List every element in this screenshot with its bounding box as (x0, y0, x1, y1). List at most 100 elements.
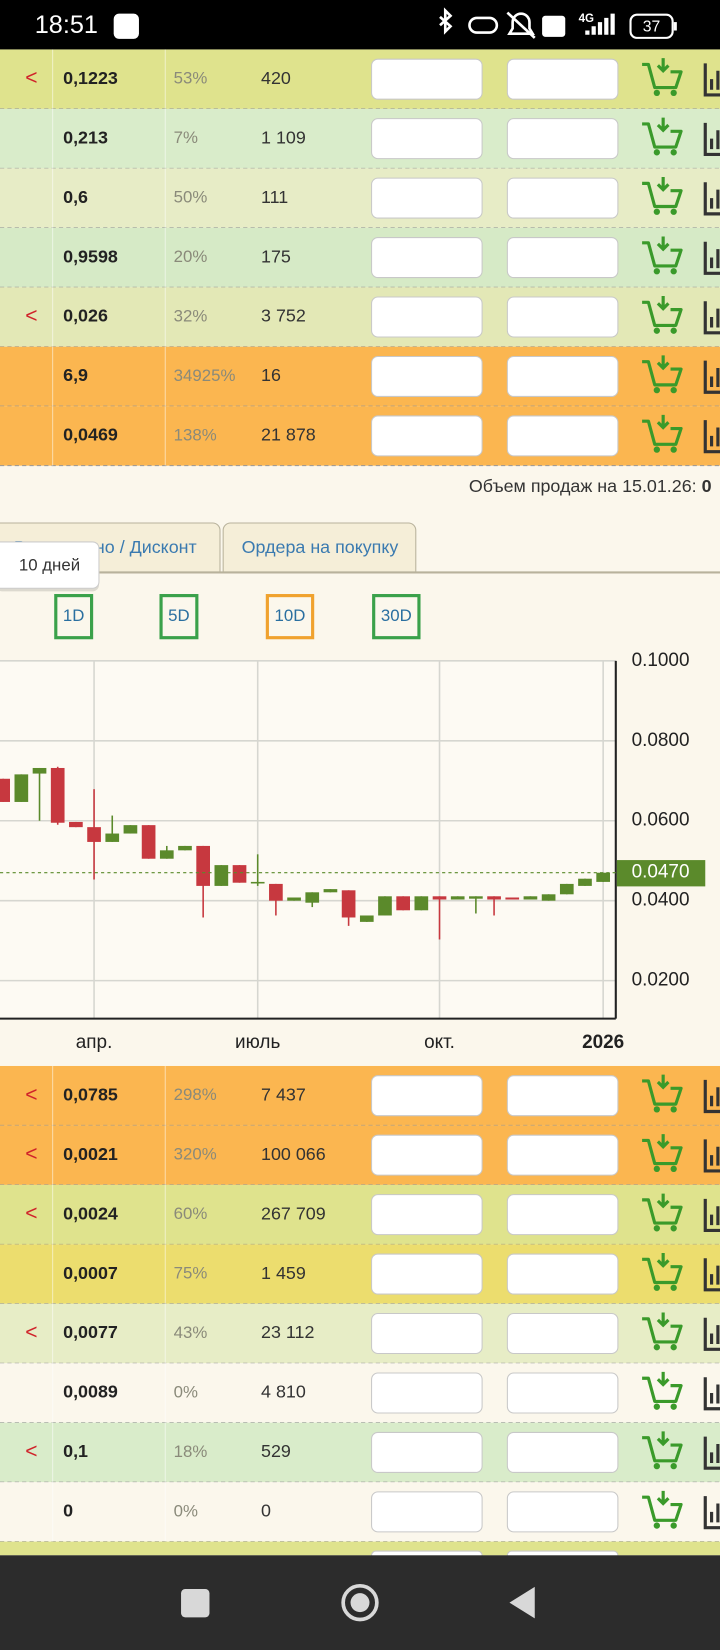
sales-note: Объем продаж на 15.01.26: 0 (469, 476, 712, 496)
y-tick-label: 0.0600 (632, 810, 690, 831)
input-box[interactable] (371, 237, 483, 279)
chart-icon[interactable] (703, 360, 720, 394)
volume: 1 109 (261, 127, 306, 147)
input-box[interactable] (506, 1075, 619, 1117)
chart-icon[interactable] (703, 1258, 720, 1292)
input-box[interactable] (506, 355, 619, 397)
cart-wheel (653, 1344, 660, 1351)
input-box[interactable] (506, 1372, 619, 1414)
chart-icon[interactable] (703, 1496, 720, 1530)
input-box[interactable] (506, 1134, 619, 1176)
price: 6,9 (63, 365, 88, 385)
chart-icon[interactable] (703, 63, 720, 97)
cart-icon[interactable] (642, 300, 683, 328)
input-box[interactable] (371, 1313, 483, 1355)
candle-body (123, 825, 138, 834)
cart-icon[interactable] (642, 1198, 683, 1225)
nav-home[interactable] (341, 1583, 379, 1622)
percent: 34925% (174, 366, 236, 385)
cart-icon[interactable] (642, 419, 683, 446)
network-type: 4G (579, 13, 594, 25)
input-box[interactable] (506, 1491, 619, 1533)
period-button[interactable] (159, 594, 199, 640)
input-box[interactable] (371, 1134, 483, 1176)
mute-icon (506, 11, 536, 39)
nav-recents[interactable] (181, 1588, 210, 1618)
input-box[interactable] (371, 58, 483, 100)
chart-icon[interactable] (703, 1377, 720, 1411)
table-row: 0 0% 0 (0, 1482, 720, 1543)
cart-wheel (670, 386, 677, 394)
chart-icon[interactable] (703, 182, 720, 216)
cart-icon[interactable] (642, 62, 683, 90)
chart-icon[interactable] (703, 1139, 720, 1173)
input-box[interactable] (506, 1253, 619, 1295)
input-box[interactable] (506, 1431, 619, 1473)
chart-icon[interactable] (703, 420, 720, 454)
cart-icon[interactable] (642, 1079, 683, 1106)
tab[interactable] (222, 522, 417, 573)
table-row: <0,1 18% 529 (0, 1422, 720, 1483)
input-box[interactable] (371, 118, 483, 160)
volume: 100 066 (261, 1144, 326, 1164)
table-row: 0,0469 138% 21 878 (0, 406, 720, 467)
input-box[interactable] (371, 1253, 483, 1295)
last-price-label: 0.0470 (632, 862, 690, 883)
candle-body (105, 833, 120, 842)
tab-label[interactable]: Ордера на покупку (242, 537, 399, 557)
trend-mark: < (25, 67, 37, 90)
period-button[interactable] (54, 594, 94, 640)
input-box[interactable] (506, 415, 619, 457)
input-box[interactable] (506, 118, 619, 160)
input-box[interactable] (371, 177, 483, 219)
chart-icon[interactable] (703, 1079, 720, 1114)
input-box[interactable] (371, 1075, 483, 1117)
period-button-label[interactable]: 30D (381, 606, 412, 625)
candle-body (214, 865, 229, 886)
candle-body (523, 896, 538, 900)
input-box[interactable] (371, 1491, 483, 1533)
bluetooth-icon (439, 7, 453, 35)
period-button[interactable] (265, 594, 315, 640)
candle-body (378, 896, 392, 916)
input-box[interactable] (506, 1313, 619, 1355)
input-box[interactable] (371, 1372, 483, 1414)
input-box[interactable] (371, 1194, 483, 1236)
chart-icon[interactable] (703, 241, 720, 275)
input-box[interactable] (371, 415, 483, 457)
cart-icon[interactable] (642, 1257, 683, 1285)
period-button-label[interactable]: 5D (168, 606, 190, 625)
input-box[interactable] (371, 1431, 483, 1473)
cart-icon[interactable] (642, 1138, 683, 1166)
period-button-label[interactable]: 1D (63, 606, 85, 625)
period-button-label[interactable]: 10D (275, 606, 306, 625)
cart-icon[interactable] (642, 181, 683, 209)
input-box[interactable] (506, 177, 619, 219)
input-box[interactable] (506, 237, 619, 279)
chart-icon[interactable] (703, 1317, 720, 1351)
chart-icon[interactable] (703, 122, 720, 157)
chart-icon[interactable] (703, 301, 720, 335)
percent: 60% (174, 1204, 208, 1223)
cart-icon[interactable] (642, 360, 683, 387)
input-box[interactable] (506, 1194, 619, 1236)
cart-icon[interactable] (642, 241, 683, 268)
input-box[interactable] (506, 58, 619, 100)
input-box[interactable] (506, 296, 619, 338)
chart-icon[interactable] (703, 1198, 720, 1232)
cart-icon[interactable] (642, 1495, 683, 1522)
cart-icon[interactable] (642, 1317, 683, 1344)
nav-back[interactable] (509, 1586, 535, 1619)
candle-body (323, 889, 338, 893)
cart-icon[interactable] (642, 1376, 683, 1403)
period-button[interactable] (372, 594, 421, 640)
cart-icon[interactable] (642, 122, 683, 149)
candle-body (450, 896, 465, 900)
cart-icon[interactable] (642, 1436, 683, 1463)
chart-icon[interactable] (703, 1436, 720, 1470)
candle-body (69, 821, 83, 828)
candle-body (541, 894, 556, 901)
input-box[interactable] (371, 355, 483, 397)
input-box[interactable] (371, 296, 483, 338)
volume: 0 (261, 1501, 271, 1521)
